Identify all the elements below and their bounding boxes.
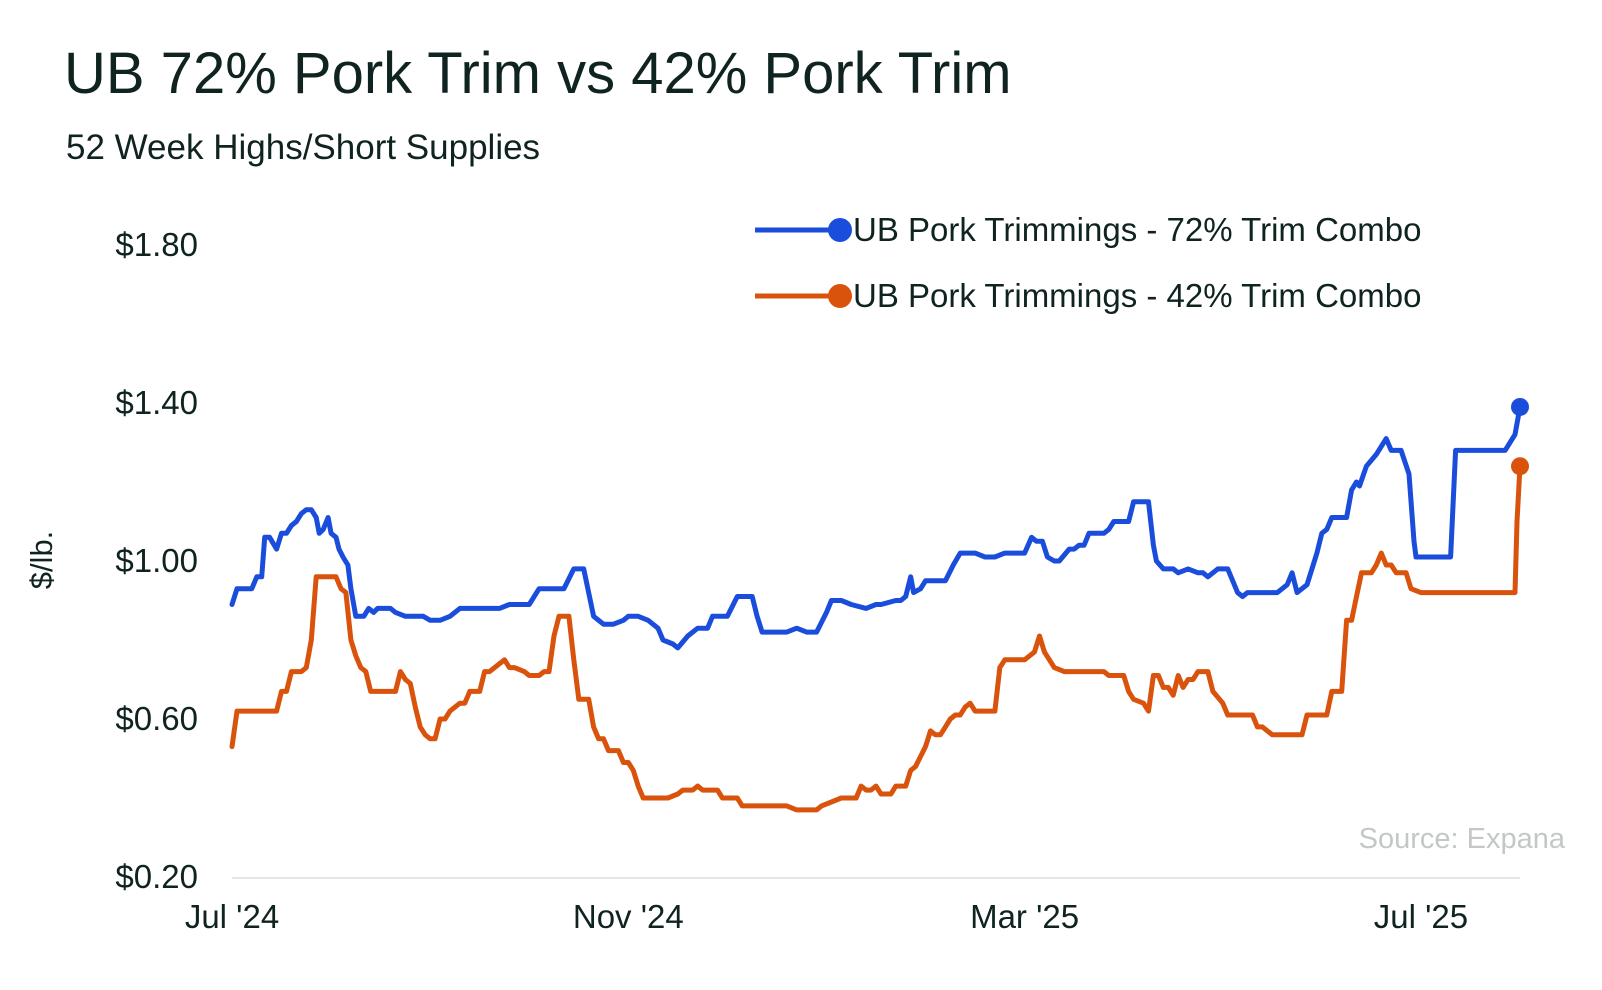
- series-72-end-marker: [1511, 397, 1529, 416]
- y-tick-label: $1.80: [115, 226, 198, 263]
- legend-label: UB Pork Trimmings - 72% Trim Combo: [853, 211, 1421, 248]
- chart-title: UB 72% Pork Trim vs 42% Pork Trim: [64, 41, 1012, 106]
- legend-marker: [828, 284, 852, 308]
- x-tick-label: Mar '25: [970, 898, 1079, 935]
- source-note: Source: Expana: [1359, 823, 1566, 855]
- legend-marker: [828, 218, 852, 242]
- x-tick-label: Jul '25: [1374, 898, 1468, 935]
- y-tick-label: $1.40: [115, 384, 198, 421]
- y-axis-ticks: $0.20 $0.60 $1.00 $1.40 $1.80: [115, 226, 198, 895]
- x-axis-ticks: Jul '24 Nov '24 Mar '25 Jul '25: [185, 898, 1468, 935]
- legend-label: UB Pork Trimmings - 42% Trim Combo: [853, 277, 1421, 314]
- series-72-line: [229, 404, 1523, 651]
- y-tick-label: $1.00: [115, 542, 198, 579]
- y-tick-label: $0.20: [115, 858, 198, 895]
- series-42-line: [229, 463, 1523, 813]
- y-axis-label: $/lb.: [24, 531, 59, 590]
- chart-subtitle: 52 Week Highs/Short Supplies: [66, 128, 541, 167]
- y-tick-label: $0.60: [115, 700, 198, 737]
- legend: UB Pork Trimmings - 72% Trim Combo UB Por…: [755, 211, 1421, 314]
- x-tick-label: Nov '24: [573, 898, 684, 935]
- series-42-end-marker: [1511, 457, 1529, 476]
- x-tick-label: Jul '24: [185, 898, 279, 935]
- series-layer: [229, 397, 1529, 813]
